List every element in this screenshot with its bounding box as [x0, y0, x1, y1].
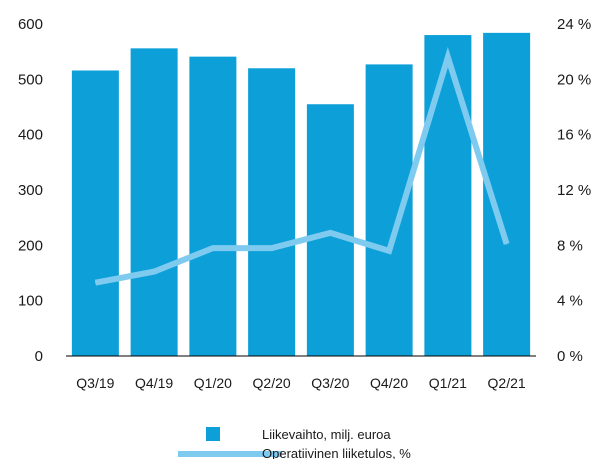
y-left-tick-label: 200 [18, 237, 43, 254]
legend-label-operating-margin: Operatiivinen liiketulos, % [262, 446, 411, 459]
bar-q2-20 [248, 68, 296, 357]
x-tick-label: Q2/21 [488, 375, 526, 391]
line-point-q4-20 [388, 250, 390, 252]
y-right-tick-label: 4 % [557, 293, 583, 310]
line-point-q3-19 [94, 282, 96, 284]
legend: Liikevaihto, milj. euroa Operatiivinen l… [178, 427, 411, 459]
y-axis-right: 0 % 4 % 8 % 12 % 16 % 20 % 24 % [557, 16, 591, 365]
y-axis-left: 0 100 200 300 400 500 600 [18, 16, 43, 365]
y-right-tick-label: 24 % [557, 16, 591, 33]
y-left-tick-label: 400 [18, 127, 43, 144]
y-right-tick-label: 20 % [557, 71, 591, 88]
line-point-q1-20 [212, 247, 214, 249]
line-point-q1-21 [447, 56, 449, 58]
line-series-operating-margin [94, 47, 510, 286]
legend-swatch-operating-margin [178, 451, 282, 457]
x-tick-label: Q3/19 [76, 375, 114, 391]
x-tick-label: Q1/20 [194, 375, 232, 391]
x-tick-label: Q1/21 [429, 375, 467, 391]
x-tick-label: Q3/20 [311, 375, 349, 391]
legend-swatch-revenue [206, 427, 220, 441]
y-right-tick-label: 8 % [557, 237, 583, 254]
bar-q1-20 [189, 56, 237, 356]
x-tick-label: Q2/20 [253, 375, 291, 391]
x-tick-label: Q4/19 [135, 375, 173, 391]
y-left-tick-label: 100 [18, 293, 43, 310]
bar-q3-19 [71, 70, 119, 356]
y-left-tick-label: 600 [18, 16, 43, 33]
bar-q1-21 [424, 35, 472, 357]
line-point-q4-19 [153, 271, 155, 273]
y-left-tick-label: 500 [18, 71, 43, 88]
line-point-q2-21 [506, 243, 508, 245]
bar-q4-20 [365, 64, 413, 356]
y-right-tick-label: 0 % [557, 348, 583, 365]
x-tick-label: Q4/20 [370, 375, 408, 391]
line-point-q2-20 [271, 247, 273, 249]
legend-label-revenue: Liikevaihto, milj. euroa [262, 427, 391, 442]
x-axis-categories: Q3/19 Q4/19 Q1/20 Q2/20 Q3/20 Q4/20 Q1/21 Q2/21 [76, 375, 526, 391]
line-point-q3-20 [329, 232, 331, 234]
operating-margin-line [94, 47, 510, 286]
y-right-tick-label: 12 % [557, 182, 591, 199]
y-left-tick-label: 0 [35, 348, 43, 365]
y-left-tick-label: 300 [18, 182, 43, 199]
y-right-tick-label: 16 % [557, 127, 591, 144]
bar-q4-19 [130, 48, 178, 356]
bar-series-revenue [71, 32, 531, 357]
